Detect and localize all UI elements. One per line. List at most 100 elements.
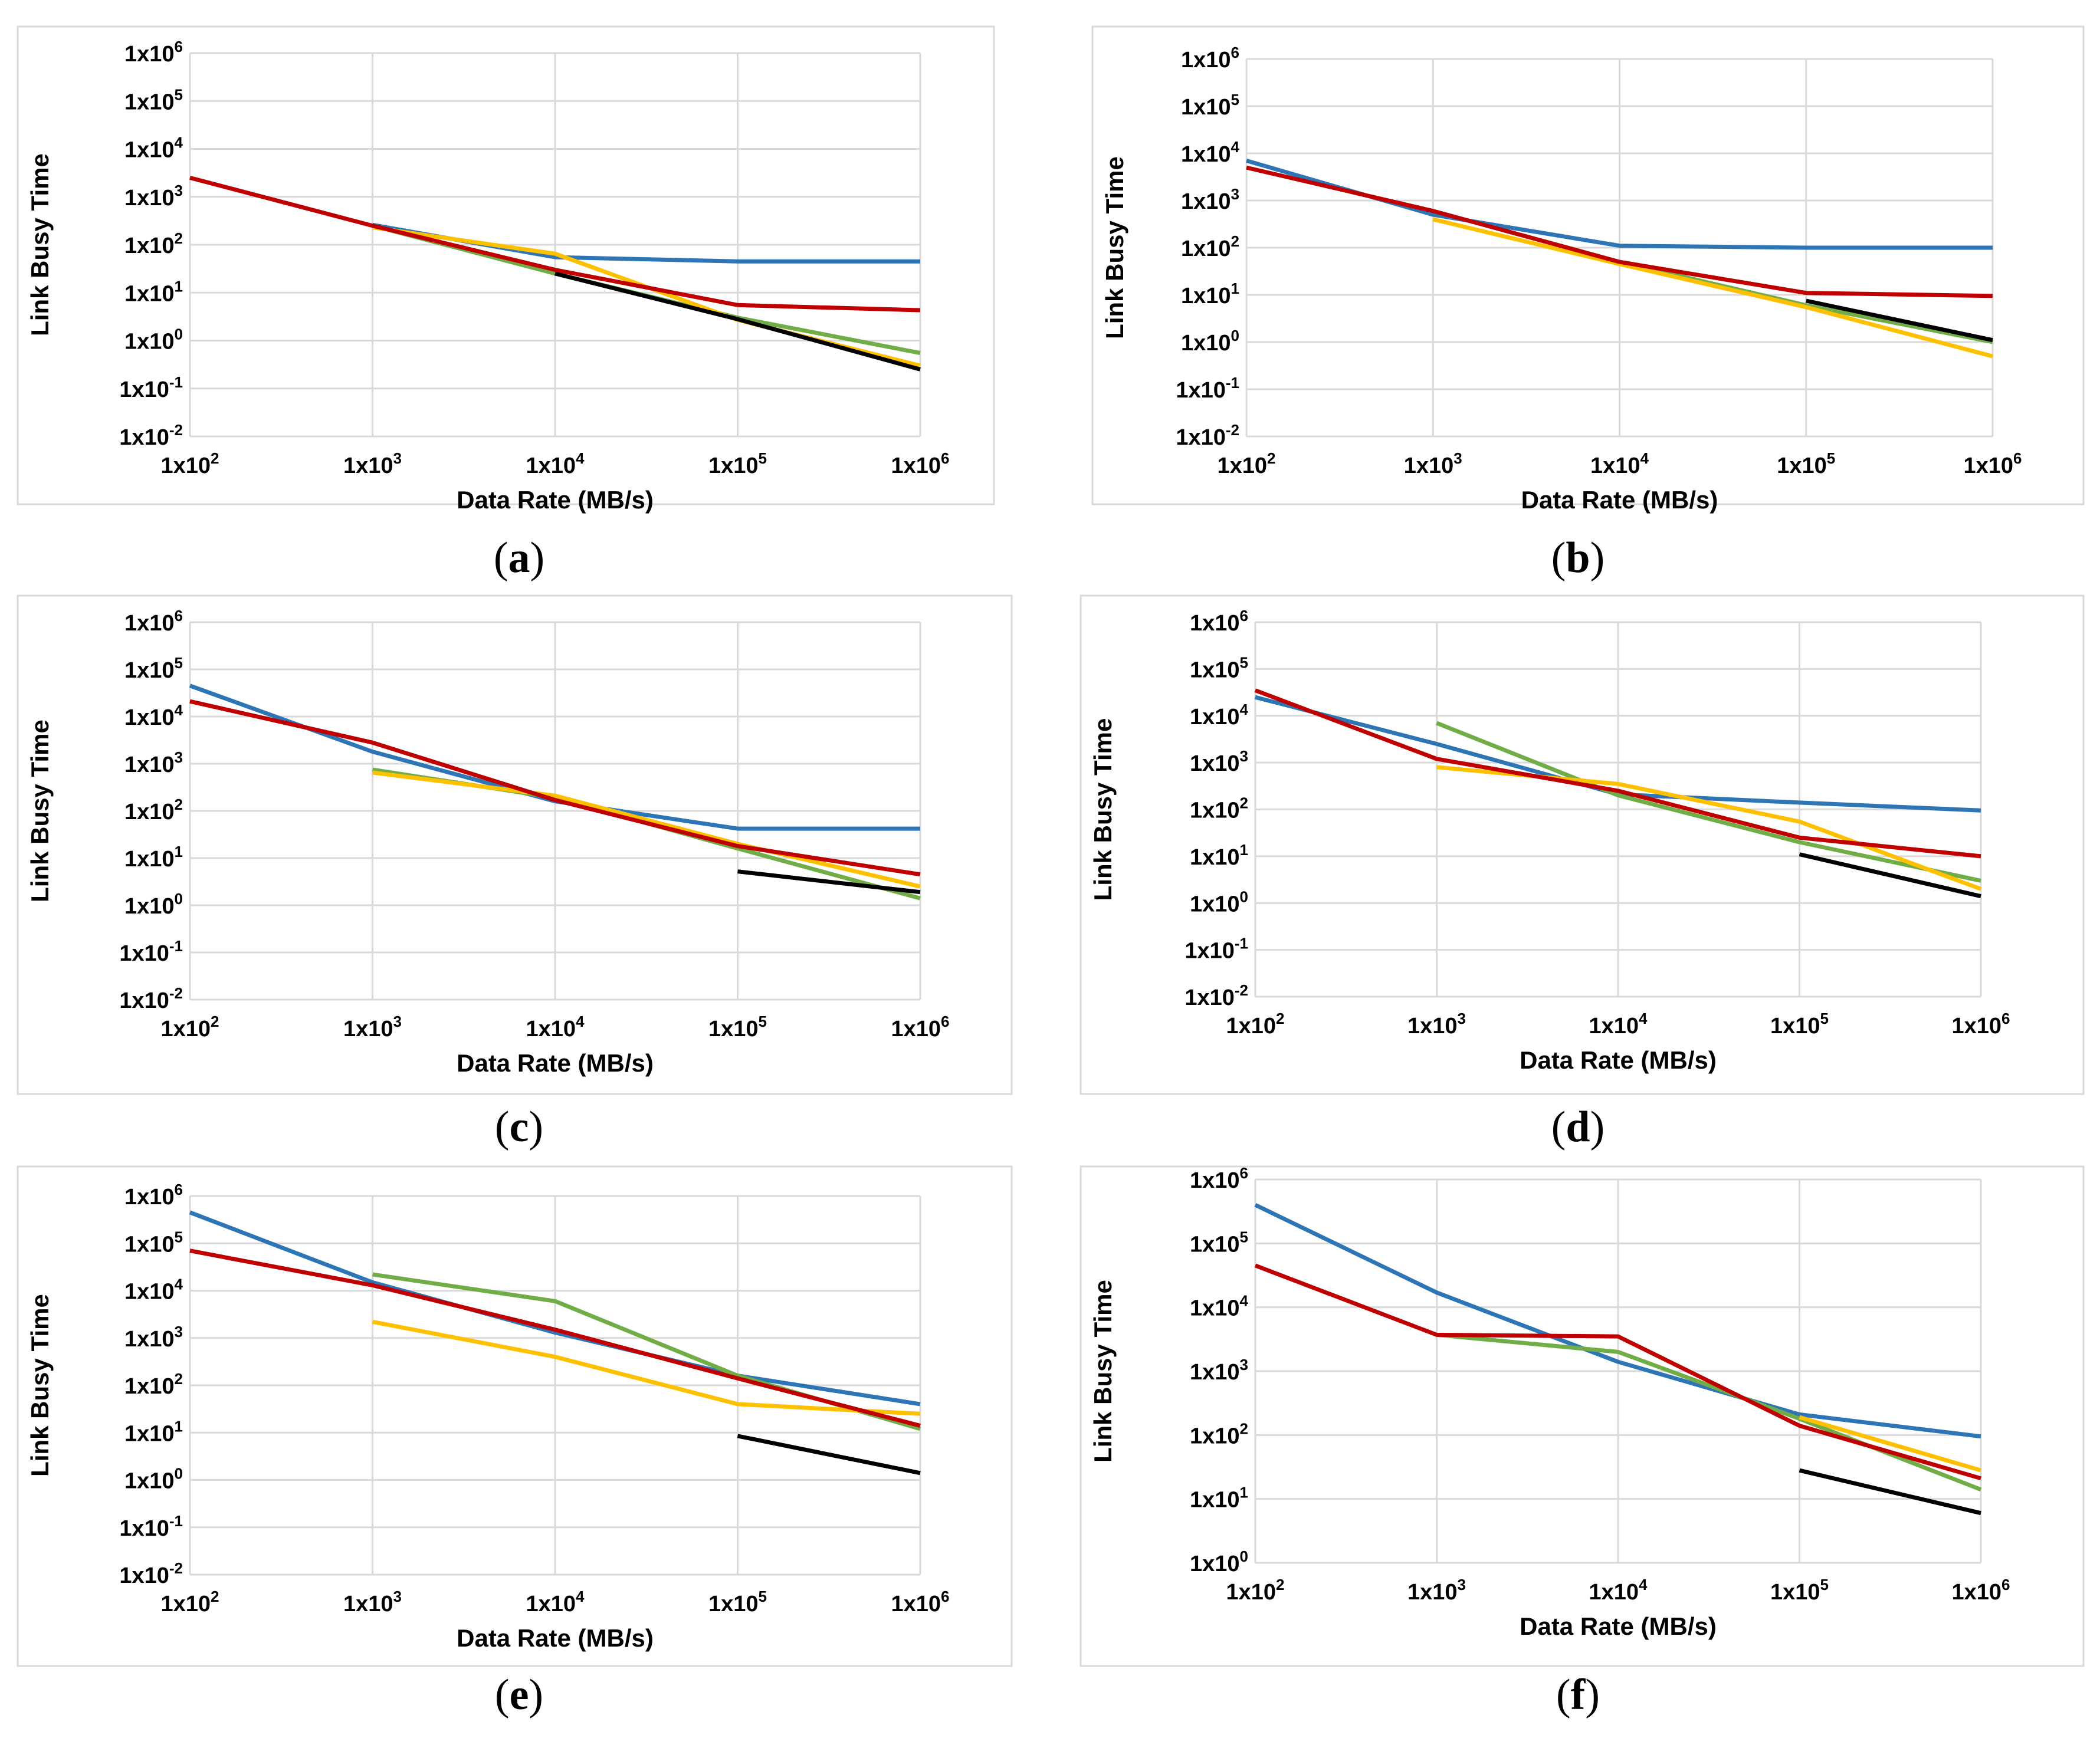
x-tick-label: 1x102 bbox=[1226, 1576, 1284, 1605]
y-tick-label: 1x101 bbox=[1181, 280, 1239, 308]
series-line-green bbox=[1436, 721, 1981, 883]
x-tick-label: 1x106 bbox=[891, 1588, 949, 1616]
y-tick-label: 1x103 bbox=[1190, 747, 1248, 776]
series-line-red bbox=[1246, 165, 1993, 298]
x-tick-label: 1x105 bbox=[1770, 1010, 1829, 1039]
y-axis-label: Link Busy Time bbox=[1089, 718, 1117, 901]
y-tick-label: 1x105 bbox=[1181, 91, 1239, 120]
chart-b: 1x10-2 1x10-1 1x100 1x101 1x102 1x103 1x104 1x1… bbox=[1091, 25, 2085, 514]
y-axis-label: Link Busy Time bbox=[26, 719, 54, 902]
series-line-black bbox=[1799, 852, 1981, 899]
y-axis-label: Link Busy Time bbox=[26, 153, 54, 336]
y-tick-label: 1x10-2 bbox=[1184, 981, 1248, 1010]
series-line-red bbox=[189, 1248, 921, 1428]
y-tick-label: 1x102 bbox=[1190, 1420, 1248, 1448]
y-tick-label: 1x106 bbox=[124, 607, 183, 636]
x-tick-label: 1x102 bbox=[160, 449, 219, 478]
series-line-red bbox=[1254, 688, 1981, 859]
y-axis-label: Link Busy Time bbox=[1101, 156, 1128, 339]
y-tick-label: 1x105 bbox=[124, 86, 183, 114]
x-tick-label: 1x105 bbox=[708, 449, 767, 478]
y-tick-label: 1x102 bbox=[124, 229, 183, 258]
y-tick-label: 1x102 bbox=[124, 796, 183, 824]
y-tick-label: 1x101 bbox=[124, 277, 183, 306]
y-tick-label: 1x105 bbox=[1190, 1228, 1248, 1257]
y-tick-label: 1x105 bbox=[124, 654, 183, 683]
x-tick-label: 1x103 bbox=[343, 1013, 402, 1041]
y-tick-label: 1x100 bbox=[1190, 888, 1248, 916]
y-tick-label: 1x103 bbox=[124, 748, 183, 777]
x-tick-label: 1x105 bbox=[708, 1588, 767, 1616]
x-tick-label: 1x105 bbox=[1777, 449, 1835, 478]
y-tick-label: 1x100 bbox=[1181, 327, 1239, 356]
y-tick-label: 1x103 bbox=[1181, 185, 1239, 214]
y-axis-label: Link Busy Time bbox=[1089, 1280, 1117, 1463]
y-tick-label: 1x106 bbox=[1190, 1164, 1248, 1193]
y-tick-label: 1x101 bbox=[124, 1417, 183, 1446]
chart-frame bbox=[1091, 25, 2085, 505]
y-tick-label: 1x101 bbox=[124, 843, 183, 872]
x-tick-label: 1x103 bbox=[343, 1588, 402, 1616]
x-tick-label: 1x102 bbox=[1217, 449, 1275, 478]
y-tick-label: 1x102 bbox=[124, 1370, 183, 1399]
x-tick-label: 1x103 bbox=[1407, 1010, 1466, 1039]
x-tick-label: 1x106 bbox=[891, 449, 949, 478]
y-tick-label: 1x10-1 bbox=[119, 373, 183, 402]
x-tick-label: 1x103 bbox=[1407, 1576, 1466, 1605]
chart-a: 1x10-2 1x10-1 1x100 1x101 1x102 1x103 1x104 1x1… bbox=[17, 25, 995, 514]
y-tick-label: 1x104 bbox=[124, 701, 183, 730]
chart-d: 1x10-2 1x10-1 1x100 1x101 1x102 1x103 1x104 1x1… bbox=[1079, 594, 2085, 1095]
y-tick-label: 1x10-2 bbox=[119, 984, 183, 1013]
x-tick-label: 1x102 bbox=[1226, 1010, 1284, 1039]
x-tick-label: 1x102 bbox=[160, 1588, 219, 1616]
y-tick-label: 1x104 bbox=[1190, 701, 1249, 730]
y-tick-label: 1x10-2 bbox=[119, 1559, 183, 1588]
x-axis-label: Data Rate (MB/s) bbox=[1520, 1612, 1717, 1640]
chart-frame bbox=[17, 25, 995, 505]
x-tick-label: 1x105 bbox=[1770, 1576, 1829, 1605]
series-line-blue bbox=[1254, 1202, 1981, 1439]
series-line-black bbox=[737, 869, 921, 895]
series-line-red bbox=[1254, 1263, 1981, 1481]
x-axis-label: Data Rate (MB/s) bbox=[457, 486, 654, 514]
y-tick-label: 1x106 bbox=[124, 38, 183, 67]
panel-caption: (e) bbox=[495, 1671, 543, 1719]
panel-caption: (f) bbox=[1556, 1671, 1600, 1719]
chart-frame bbox=[1079, 594, 2085, 1095]
x-tick-label: 1x103 bbox=[343, 449, 402, 478]
y-tick-label: 1x103 bbox=[124, 182, 183, 211]
chart-frame bbox=[17, 594, 1013, 1095]
y-axis-label: Link Busy Time bbox=[26, 1294, 54, 1477]
series-line-black bbox=[1806, 298, 1993, 343]
y-tick-label: 1x103 bbox=[124, 1323, 183, 1352]
x-tick-label: 1x104 bbox=[1589, 1576, 1648, 1605]
y-tick-label: 1x101 bbox=[1190, 1484, 1248, 1513]
series-line-yellow bbox=[1432, 217, 1993, 359]
y-tick-label: 1x106 bbox=[1181, 44, 1239, 73]
x-tick-label: 1x106 bbox=[891, 1013, 949, 1041]
chart-frame bbox=[1079, 1165, 2085, 1667]
series-line-red bbox=[189, 699, 921, 877]
panel-caption: (d) bbox=[1551, 1103, 1604, 1151]
chart-frame bbox=[17, 1165, 1013, 1667]
y-tick-label: 1x10-1 bbox=[1184, 935, 1248, 964]
y-tick-label: 1x106 bbox=[124, 1181, 183, 1210]
y-tick-label: 1x102 bbox=[1190, 794, 1248, 823]
y-tick-label: 1x101 bbox=[1190, 841, 1248, 870]
x-tick-label: 1x103 bbox=[1404, 449, 1462, 478]
y-tick-label: 1x102 bbox=[1181, 232, 1239, 261]
chart-f: 1x100 1x101 1x102 1x103 1x104 1x105 1x106 1x102… bbox=[1079, 1164, 2085, 1667]
y-tick-label: 1x100 bbox=[1190, 1547, 1248, 1576]
x-tick-label: 1x106 bbox=[1951, 1576, 2010, 1605]
series-line-yellow bbox=[372, 770, 921, 889]
x-axis-label: Data Rate (MB/s) bbox=[457, 1049, 654, 1077]
panel-caption: (c) bbox=[495, 1103, 543, 1151]
y-tick-label: 1x103 bbox=[1190, 1356, 1248, 1385]
series-line-yellow bbox=[1799, 1415, 1981, 1473]
y-tick-label: 1x105 bbox=[124, 1228, 183, 1257]
x-tick-label: 1x102 bbox=[160, 1013, 219, 1041]
y-tick-label: 1x105 bbox=[1190, 653, 1248, 682]
chart-c: 1x10-2 1x10-1 1x100 1x101 1x102 1x103 1x104 1x1… bbox=[17, 594, 1013, 1095]
x-tick-label: 1x105 bbox=[708, 1013, 767, 1041]
series-line-red bbox=[189, 176, 921, 313]
